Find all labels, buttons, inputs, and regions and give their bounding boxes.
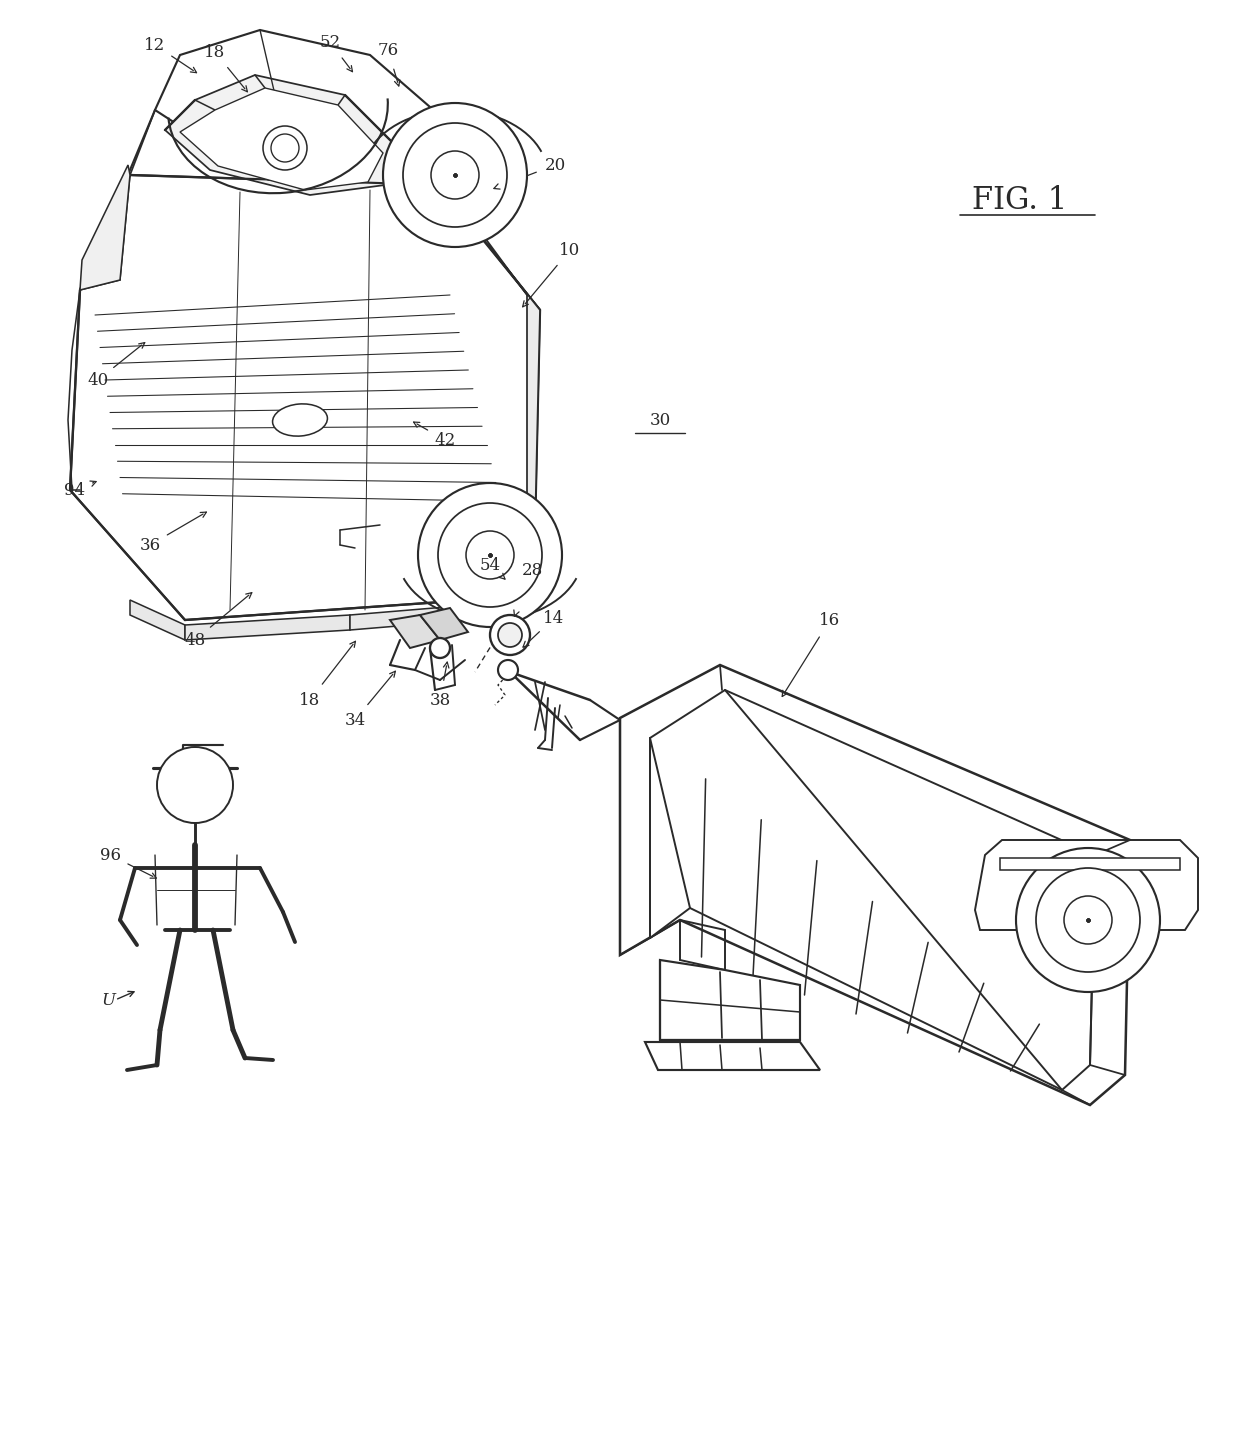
Polygon shape	[350, 605, 470, 631]
Circle shape	[498, 660, 518, 680]
Polygon shape	[435, 170, 539, 600]
Text: 34: 34	[345, 711, 366, 729]
Text: 76: 76	[377, 42, 398, 59]
Polygon shape	[69, 176, 539, 621]
Circle shape	[157, 747, 233, 824]
Polygon shape	[420, 608, 467, 639]
Polygon shape	[130, 600, 185, 639]
Text: 18: 18	[205, 43, 226, 60]
Text: 18: 18	[299, 691, 321, 708]
Polygon shape	[645, 1043, 820, 1070]
Polygon shape	[975, 840, 1198, 930]
Circle shape	[438, 503, 542, 608]
Circle shape	[498, 624, 522, 647]
Polygon shape	[650, 690, 1095, 1090]
Polygon shape	[185, 615, 350, 639]
Polygon shape	[165, 75, 401, 194]
Polygon shape	[660, 960, 800, 1040]
Circle shape	[1016, 848, 1159, 992]
Text: 48: 48	[185, 632, 206, 648]
Circle shape	[403, 122, 507, 228]
Text: 28: 28	[521, 562, 543, 579]
Polygon shape	[180, 88, 383, 190]
Circle shape	[263, 127, 308, 170]
Ellipse shape	[273, 403, 327, 436]
Polygon shape	[81, 166, 130, 289]
Text: 96: 96	[99, 847, 120, 864]
Text: 42: 42	[434, 432, 455, 448]
Text: 30: 30	[650, 412, 671, 429]
Circle shape	[432, 151, 479, 199]
Polygon shape	[620, 665, 1130, 1104]
Circle shape	[383, 104, 527, 248]
Text: 12: 12	[144, 36, 166, 53]
Circle shape	[272, 134, 299, 163]
Text: U: U	[100, 992, 115, 1008]
Circle shape	[490, 615, 529, 655]
Text: 94: 94	[64, 481, 86, 498]
Polygon shape	[391, 615, 440, 648]
Circle shape	[418, 482, 562, 626]
Text: 54: 54	[480, 556, 501, 573]
Text: 20: 20	[544, 157, 565, 173]
Text: 52: 52	[320, 33, 341, 50]
Text: 40: 40	[87, 372, 109, 389]
Circle shape	[466, 531, 515, 579]
Circle shape	[1064, 896, 1112, 945]
Text: FIG. 1: FIG. 1	[972, 184, 1068, 216]
Text: 16: 16	[820, 612, 841, 628]
Text: 14: 14	[543, 609, 564, 626]
Text: 38: 38	[429, 691, 450, 708]
Polygon shape	[155, 30, 445, 194]
Circle shape	[430, 638, 450, 658]
Text: 10: 10	[559, 242, 580, 259]
Text: 36: 36	[139, 537, 160, 553]
Circle shape	[1035, 868, 1140, 972]
Polygon shape	[999, 858, 1180, 870]
